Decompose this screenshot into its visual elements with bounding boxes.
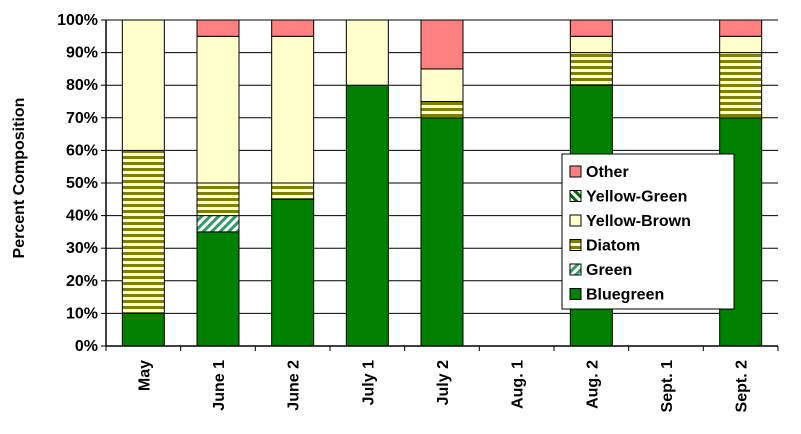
y-tick-label: 100% [57, 12, 98, 29]
bar-segment-yellow-brown [420, 68, 464, 102]
legend-label: Bluegreen [586, 287, 664, 304]
bar-segment-diatom [121, 149, 165, 314]
y-axis-title: Percent Composition [11, 98, 28, 259]
legend-swatch [569, 190, 582, 202]
bar-segment-yellow-brown [569, 35, 613, 54]
legend-label: Other [586, 164, 629, 181]
x-tick-label: Aug. 1 [510, 360, 527, 409]
legend-label: Green [586, 262, 632, 279]
y-tick-label: 30% [66, 240, 98, 257]
x-tick-label: May [136, 360, 153, 391]
bar-segment-bluegreen [345, 84, 389, 347]
bar-segment-other [271, 19, 315, 37]
bar-segment-other [196, 19, 240, 37]
bar-segment-bluegreen [196, 231, 240, 347]
x-tick-label: June 1 [211, 360, 228, 411]
axes [101, 19, 779, 351]
bar-segment-diatom [420, 101, 464, 119]
legend-label: Yellow-Brown [586, 213, 691, 230]
bar-segment-diatom [271, 182, 315, 200]
x-tick-label: June 2 [286, 360, 303, 411]
bar-segment-yellow-brown [121, 19, 165, 151]
legend-swatch [569, 239, 582, 251]
x-tick-label: July 2 [435, 360, 452, 405]
bar-segment-green [196, 215, 240, 233]
bar-segment-yellow-brown [271, 35, 315, 184]
y-tick-labels: 0% 10% 20% 30% 40% 50% 60% 70% 80% 90% 100% [57, 12, 98, 355]
bar-segment-other [569, 19, 613, 37]
x-tick-label: Sept. 1 [659, 360, 676, 413]
bar-segment-yellow-brown [719, 35, 763, 54]
legend-swatch [569, 165, 582, 178]
y-tick-label: 60% [66, 142, 98, 159]
legend-swatch [569, 214, 582, 227]
bar-segment-bluegreen [420, 117, 464, 347]
bar-segment-other [420, 19, 464, 70]
y-tick-label: 0% [75, 338, 98, 355]
bar-segment-bluegreen [121, 312, 165, 347]
x-tick-label: Aug. 2 [584, 360, 601, 409]
y-tick-label: 50% [66, 175, 98, 192]
y-tick-label: 40% [66, 208, 98, 225]
legend: Other Yellow-Green Yellow-Brown Diatom Green… [561, 153, 735, 310]
legend-label: Yellow-Green [586, 189, 687, 206]
legend-swatch [569, 288, 582, 300]
legend-box [561, 153, 735, 310]
legend-swatch [569, 263, 582, 276]
y-tick-label: 80% [66, 77, 98, 94]
y-tick-label: 70% [66, 110, 98, 127]
y-tick-label: 20% [66, 273, 98, 290]
bar-segment-yellow-brown [196, 35, 240, 184]
x-tick-labels: May June 1 June 2 July 1 July 2 Aug. 1 Aug. 2 S… [136, 360, 750, 413]
bar-segment-yellow-brown [345, 19, 389, 86]
bar-segment-other [719, 19, 763, 37]
x-tick-label: Sept. 2 [734, 360, 751, 413]
bar-segment-diatom [719, 52, 763, 119]
y-tick-label: 90% [66, 45, 98, 62]
bar-segment-bluegreen [271, 198, 315, 347]
x-tick-label: July 1 [360, 360, 377, 405]
bar-segment-diatom [569, 52, 613, 86]
bar-segment-diatom [196, 182, 240, 217]
y-tick-label: 10% [66, 305, 98, 322]
legend-label: Diatom [586, 238, 640, 255]
